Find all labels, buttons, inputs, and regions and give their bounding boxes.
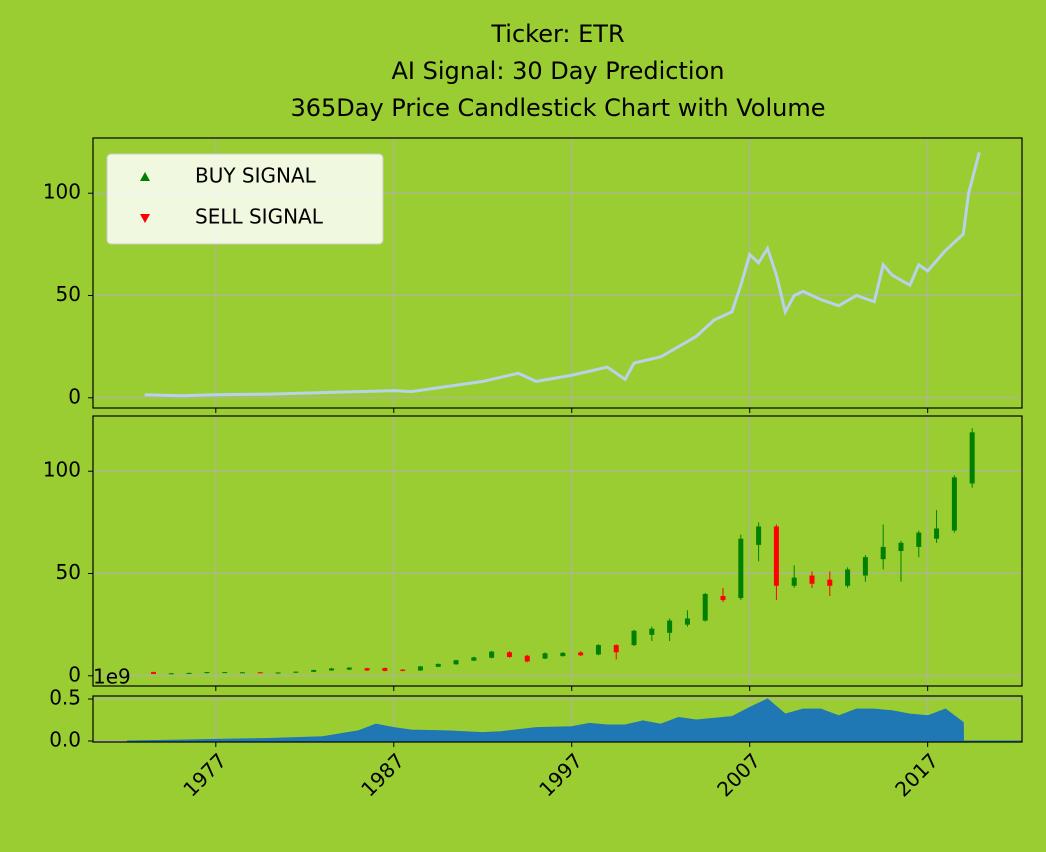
candle-body [222, 672, 228, 674]
volume-area [126, 698, 1022, 742]
candle-body [845, 569, 851, 586]
candle-body [239, 672, 245, 674]
candle-body [738, 538, 744, 599]
candle-body [275, 672, 281, 674]
y-tick-label: 0.5 [49, 686, 81, 710]
candle-body [684, 618, 690, 625]
candle-body [257, 672, 263, 674]
y-tick-label: 0 [68, 662, 81, 686]
y-tick-label: 50 [56, 560, 81, 584]
legend-marker [140, 172, 150, 181]
candle-body [756, 526, 762, 545]
chart-title: Ticker: ETR [490, 20, 624, 48]
legend-marker [140, 214, 150, 223]
candle-body [346, 667, 352, 670]
plot-frame [92, 415, 1023, 687]
candle-body [453, 660, 459, 665]
x-tick-label: 2007 [712, 748, 765, 801]
candle-body [560, 652, 566, 657]
candle-body [613, 645, 619, 653]
candle-body [186, 672, 192, 674]
candle-body [951, 477, 957, 531]
candle-body [791, 577, 797, 586]
candle-body [667, 620, 673, 633]
plot-frame [92, 137, 1023, 409]
axis-offset-label: 1e9 [93, 665, 131, 689]
candle-body [364, 668, 370, 671]
x-tick-label: 1977 [178, 748, 231, 801]
legend-box [106, 153, 384, 245]
candle-body [506, 652, 512, 657]
candle-body [827, 579, 833, 586]
candle-body [435, 663, 441, 667]
candle-body [880, 546, 886, 560]
candle-body [382, 668, 388, 671]
y-tick-label: 100 [43, 180, 81, 204]
candle-body [898, 542, 904, 551]
candle-body [720, 596, 726, 601]
candle-body [773, 526, 779, 586]
candle-body [417, 666, 423, 671]
plot-frame [92, 695, 1023, 743]
y-tick-label: 100 [43, 458, 81, 482]
x-tick-label: 1987 [356, 748, 409, 801]
chart-title: 365Day Price Candlestick Chart with Volu… [290, 94, 825, 122]
candle-body [204, 672, 210, 674]
y-tick-label: 0 [68, 384, 81, 408]
candle-body [862, 557, 868, 576]
candle-body [702, 593, 708, 621]
candle-body [311, 670, 317, 672]
candle-body [489, 651, 495, 658]
candle-body [524, 655, 530, 662]
candle-body [168, 673, 174, 675]
y-tick-label: 0.0 [49, 727, 81, 751]
chart-title: AI Signal: 30 Day Prediction [392, 57, 725, 85]
candle-body [809, 575, 815, 584]
x-tick-label: 1997 [534, 748, 587, 801]
legend-label: SELL SIGNAL [195, 205, 324, 229]
legend-label: BUY SIGNAL [195, 164, 317, 188]
candle-body [916, 532, 922, 547]
candle-body [649, 628, 655, 635]
candle-body [471, 657, 477, 661]
candle-body [542, 653, 548, 659]
candle-body [578, 652, 584, 656]
candle-body [328, 668, 334, 671]
price-line [144, 151, 981, 398]
candle-body [934, 528, 940, 539]
candle-body [631, 630, 637, 646]
candle-body [400, 669, 406, 671]
candle-body [969, 432, 975, 484]
candle-body [595, 645, 601, 655]
x-tick-label: 2017 [890, 748, 943, 801]
candle-body [293, 671, 299, 673]
candle-body [151, 672, 157, 674]
y-tick-label: 50 [56, 282, 81, 306]
